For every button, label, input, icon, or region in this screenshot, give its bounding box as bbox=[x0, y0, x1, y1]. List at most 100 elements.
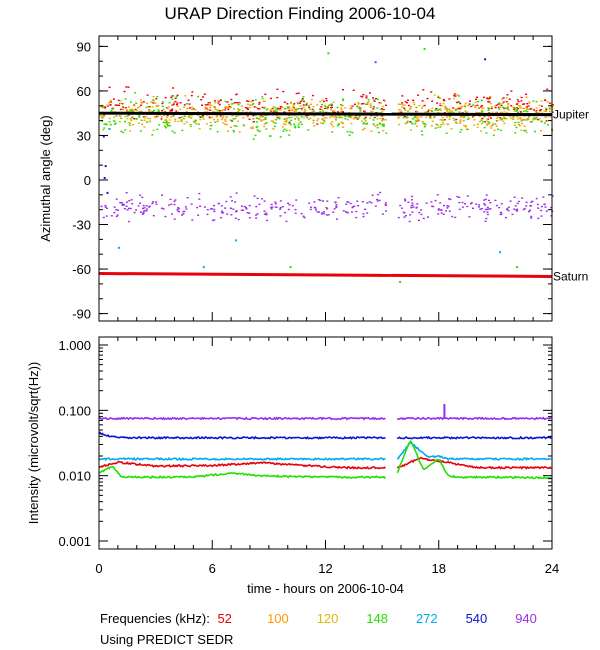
azimuth-point bbox=[540, 100, 543, 102]
azimuth-point bbox=[452, 107, 455, 109]
azimuth-point bbox=[263, 213, 266, 215]
azimuth-point bbox=[459, 102, 462, 105]
azimuth-point bbox=[464, 102, 467, 104]
azimuth-point bbox=[173, 103, 175, 105]
azimuth-point bbox=[511, 213, 514, 216]
azimuth-point bbox=[363, 122, 366, 124]
azimuth-point bbox=[455, 118, 458, 121]
azimuth-point bbox=[398, 103, 400, 105]
azimuth-point bbox=[461, 201, 464, 204]
azimuth-point bbox=[184, 206, 187, 208]
azimuth-point bbox=[156, 105, 159, 108]
azimuth-series-940 bbox=[100, 191, 554, 223]
azimuth-point bbox=[168, 119, 171, 121]
azimuth-point bbox=[323, 121, 326, 123]
azimuth-point bbox=[101, 105, 104, 108]
azimuth-point bbox=[520, 100, 523, 102]
azimuth-point bbox=[351, 206, 354, 209]
azimuth-point bbox=[140, 119, 143, 121]
azimuth-point bbox=[292, 104, 295, 106]
azimuth-point bbox=[499, 103, 502, 105]
azimuth-point bbox=[126, 201, 128, 203]
azimuth-point bbox=[437, 213, 440, 215]
azimuth-point bbox=[385, 132, 388, 134]
azimuth-point bbox=[128, 200, 131, 202]
azimuth-point bbox=[191, 108, 193, 110]
azimuth-point bbox=[170, 116, 173, 118]
azimuth-point bbox=[161, 102, 164, 105]
azimuth-point bbox=[477, 112, 479, 114]
azimuth-point bbox=[353, 103, 356, 105]
azimuth-point bbox=[459, 120, 462, 123]
azimuth-point bbox=[155, 203, 158, 205]
azimuth-point bbox=[152, 201, 155, 203]
azimuth-point bbox=[168, 102, 171, 104]
reference-line-saturn bbox=[98, 272, 392, 277]
azimuth-point bbox=[218, 103, 221, 106]
azimuth-point bbox=[398, 123, 401, 126]
azimuth-point bbox=[464, 104, 467, 106]
azimuth-point bbox=[370, 202, 373, 204]
azimuth-point bbox=[203, 206, 206, 208]
azimuth-point bbox=[482, 121, 485, 123]
azimuth-point bbox=[336, 111, 339, 113]
azimuth-point bbox=[472, 104, 475, 106]
azimuth-point bbox=[400, 111, 403, 113]
azimuth-point bbox=[165, 119, 168, 122]
azimuth-point bbox=[302, 215, 305, 217]
azimuth-point bbox=[364, 103, 367, 105]
azimuth-point bbox=[121, 203, 124, 205]
azimuth-point bbox=[345, 203, 348, 205]
azimuth-point bbox=[507, 106, 510, 108]
azimuth-point bbox=[537, 217, 540, 220]
azimuth-point bbox=[288, 107, 291, 109]
azimuth-point bbox=[303, 108, 306, 111]
azimuth-point bbox=[219, 115, 222, 117]
y-tick-label: 1.000 bbox=[58, 338, 91, 353]
azimuth-point bbox=[346, 119, 349, 121]
azimuth-point bbox=[187, 99, 190, 101]
intensity-line bbox=[98, 456, 386, 462]
azimuth-point bbox=[173, 101, 176, 104]
azimuth-point bbox=[446, 123, 449, 125]
azimuth-point bbox=[367, 101, 370, 103]
azimuth-point bbox=[468, 216, 471, 218]
azimuth-point bbox=[401, 104, 404, 106]
azimuth-point bbox=[272, 106, 275, 108]
azimuth-point bbox=[480, 208, 483, 210]
azimuth-point bbox=[520, 129, 523, 131]
y-axis-label-azimuth: Azimuthal angle (deg) bbox=[38, 115, 53, 241]
azimuth-point bbox=[172, 115, 175, 117]
azimuth-point bbox=[385, 210, 387, 212]
azimuth-point bbox=[433, 116, 436, 118]
azimuth-point bbox=[516, 115, 518, 118]
azimuth-point bbox=[493, 129, 496, 131]
azimuth-point bbox=[414, 115, 417, 118]
azimuth-point bbox=[234, 217, 237, 219]
azimuth-point bbox=[115, 215, 118, 218]
y-tick-label: 30 bbox=[77, 128, 91, 143]
azimuth-point bbox=[522, 110, 525, 113]
azimuth-point bbox=[130, 119, 133, 122]
azimuth-point bbox=[368, 201, 371, 203]
azimuth-point bbox=[458, 201, 461, 204]
azimuth-point bbox=[128, 124, 131, 126]
azimuth-point bbox=[465, 125, 467, 127]
azimuth-point bbox=[286, 107, 289, 110]
azimuth-point bbox=[108, 86, 111, 88]
azimuth-point bbox=[487, 208, 490, 210]
azimuth-point bbox=[148, 106, 151, 108]
azimuth-point bbox=[202, 266, 205, 269]
azimuth-point bbox=[437, 96, 440, 98]
azimuth-point bbox=[415, 106, 418, 109]
azimuth-point bbox=[175, 95, 178, 98]
azimuth-point bbox=[407, 110, 409, 112]
azimuth-point bbox=[113, 123, 116, 125]
azimuth-point bbox=[119, 115, 122, 117]
azimuth-point bbox=[456, 94, 459, 96]
azimuth-point bbox=[114, 122, 117, 124]
azimuth-point bbox=[523, 125, 526, 127]
azimuth-point bbox=[356, 118, 359, 120]
azimuth-point bbox=[362, 102, 365, 105]
reference-label-jupiter: Jupiter bbox=[553, 108, 589, 122]
